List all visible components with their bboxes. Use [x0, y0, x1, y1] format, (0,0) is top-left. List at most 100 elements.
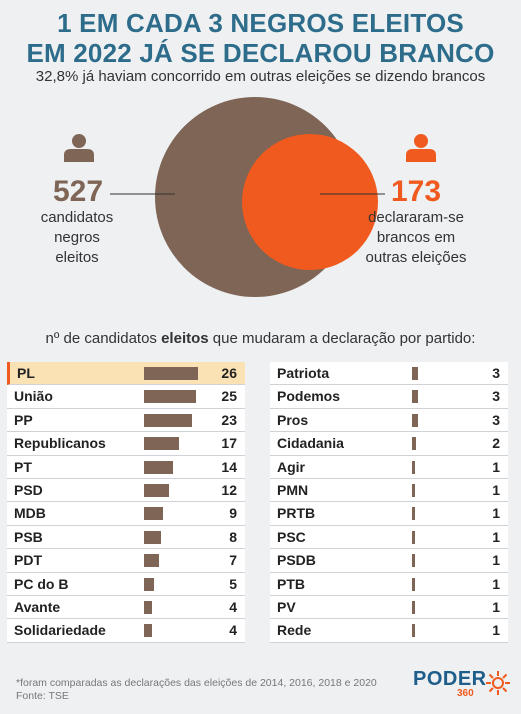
party-row: PMN 1 — [270, 478, 508, 503]
total-value: 527 — [52, 175, 104, 208]
party-name: Avante — [14, 598, 61, 615]
party-row: PV 1 — [270, 595, 508, 620]
caption-line: outras eleições — [365, 249, 467, 266]
party-value: 9 — [229, 505, 237, 522]
party-bar — [412, 367, 419, 380]
footer: *foram comparadas as declarações das ele… — [16, 677, 377, 703]
party-value: 1 — [492, 528, 500, 545]
caption-line: declararam-se — [368, 209, 464, 226]
party-name: Solidariedade — [14, 622, 106, 639]
party-bar — [412, 390, 419, 404]
party-name: União — [14, 388, 53, 405]
subset-circle — [242, 134, 378, 270]
party-row: PSC 1 — [270, 525, 508, 550]
party-value: 14 — [221, 458, 237, 475]
party-bar — [144, 530, 161, 544]
caption-line: eleitos — [55, 249, 99, 266]
party-name: PSD — [14, 481, 43, 498]
footer-source: Fonte: TSE — [16, 690, 69, 702]
party-bar — [144, 507, 163, 521]
party-bar — [144, 483, 169, 497]
party-row: Agir 1 — [270, 455, 508, 479]
party-bar — [412, 577, 415, 591]
party-bar — [144, 367, 198, 380]
party-value: 1 — [492, 505, 500, 522]
party-bar — [412, 554, 415, 568]
subset-caption: declararam-se brancos em outras eleições — [356, 208, 476, 268]
heading-text: nº de candidatos — [45, 330, 162, 347]
party-bar — [144, 554, 159, 568]
venn-diagram — [110, 97, 385, 297]
party-row: MDB 9 — [7, 502, 245, 526]
party-value: 4 — [229, 622, 237, 639]
party-value: 8 — [229, 528, 237, 545]
party-value: 2 — [492, 435, 500, 452]
party-value: 12 — [221, 481, 237, 498]
party-value: 1 — [492, 481, 500, 498]
party-value: 1 — [492, 552, 500, 569]
heading-emphasis: eleitos — [161, 330, 209, 347]
party-bar — [144, 460, 174, 474]
party-row: Solidariedade 4 — [7, 619, 245, 643]
party-name: Agir — [277, 458, 305, 475]
party-row: Podemos 3 — [270, 385, 508, 409]
party-table-left: PL 26 União 25 PP 23 Republicanos 17 PT 14 PSD 12 MD… — [7, 362, 245, 643]
caption-line: negros — [54, 229, 100, 246]
party-name: Patriota — [277, 365, 330, 381]
logo-number: 360 — [457, 688, 474, 699]
party-bar — [412, 413, 419, 427]
party-row: Cidadania 2 — [270, 432, 508, 456]
party-row: PC do B 5 — [7, 572, 245, 596]
party-value: 25 — [221, 388, 237, 405]
title-line-2: EM 2022 JÁ SE DECLAROU BRANCO — [26, 38, 495, 68]
party-value: 1 — [492, 622, 500, 639]
sun-icon — [486, 671, 510, 695]
party-value: 17 — [221, 435, 237, 452]
party-row: PRTB 1 — [270, 502, 508, 526]
chart-heading: nº de candidatos eleitos que mudaram a d… — [0, 330, 521, 347]
party-value: 1 — [492, 575, 500, 592]
party-name: PP — [14, 411, 33, 428]
party-value: 3 — [492, 411, 500, 428]
party-bar — [144, 577, 155, 591]
heading-text: que mudaram a declaração por partido: — [208, 330, 476, 347]
party-bar — [412, 507, 415, 521]
party-value: 1 — [492, 598, 500, 615]
party-name: Rede — [277, 622, 312, 639]
party-row: Pros 3 — [270, 408, 508, 433]
party-value: 5 — [229, 575, 237, 592]
party-row: PDT 7 — [7, 549, 245, 573]
party-bar — [412, 437, 417, 451]
party-name: Podemos — [277, 388, 341, 405]
party-bar — [412, 483, 415, 497]
party-value: 4 — [229, 598, 237, 615]
party-row: PP 23 — [7, 408, 245, 433]
party-row: PL 26 — [7, 362, 245, 386]
party-row: Republicanos 17 — [7, 432, 245, 456]
poder360-logo: PODER 360 — [413, 668, 510, 699]
party-name: PT — [14, 458, 32, 475]
party-bar — [412, 460, 415, 474]
party-table-right: Patriota 3 Podemos 3 Pros 3 Cidadania 2 Agir 1 PMN… — [270, 362, 508, 643]
party-bar — [144, 413, 192, 427]
logo-name: PODER — [413, 668, 487, 690]
party-value: 26 — [221, 365, 237, 381]
party-value: 3 — [492, 365, 500, 381]
party-row: Patriota 3 — [270, 362, 508, 386]
party-bar — [412, 530, 415, 544]
party-row: PSDB 1 — [270, 549, 508, 573]
subset-value: 173 — [390, 175, 442, 208]
party-row: PTB 1 — [270, 572, 508, 596]
party-name: Pros — [277, 411, 309, 428]
party-name: PDT — [14, 552, 42, 569]
party-bar — [412, 600, 415, 614]
caption-line: brancos em — [376, 229, 456, 246]
party-bar — [144, 390, 196, 404]
person-icon — [406, 134, 436, 162]
subtitle: 32,8% já haviam concorrido em outras ele… — [35, 68, 486, 85]
party-value: 23 — [221, 411, 237, 428]
title-line-1: 1 EM CADA 3 NEGROS ELEITOS — [57, 8, 464, 38]
party-name: PTB — [277, 575, 305, 592]
party-bar — [144, 437, 180, 451]
party-bar — [144, 624, 153, 638]
